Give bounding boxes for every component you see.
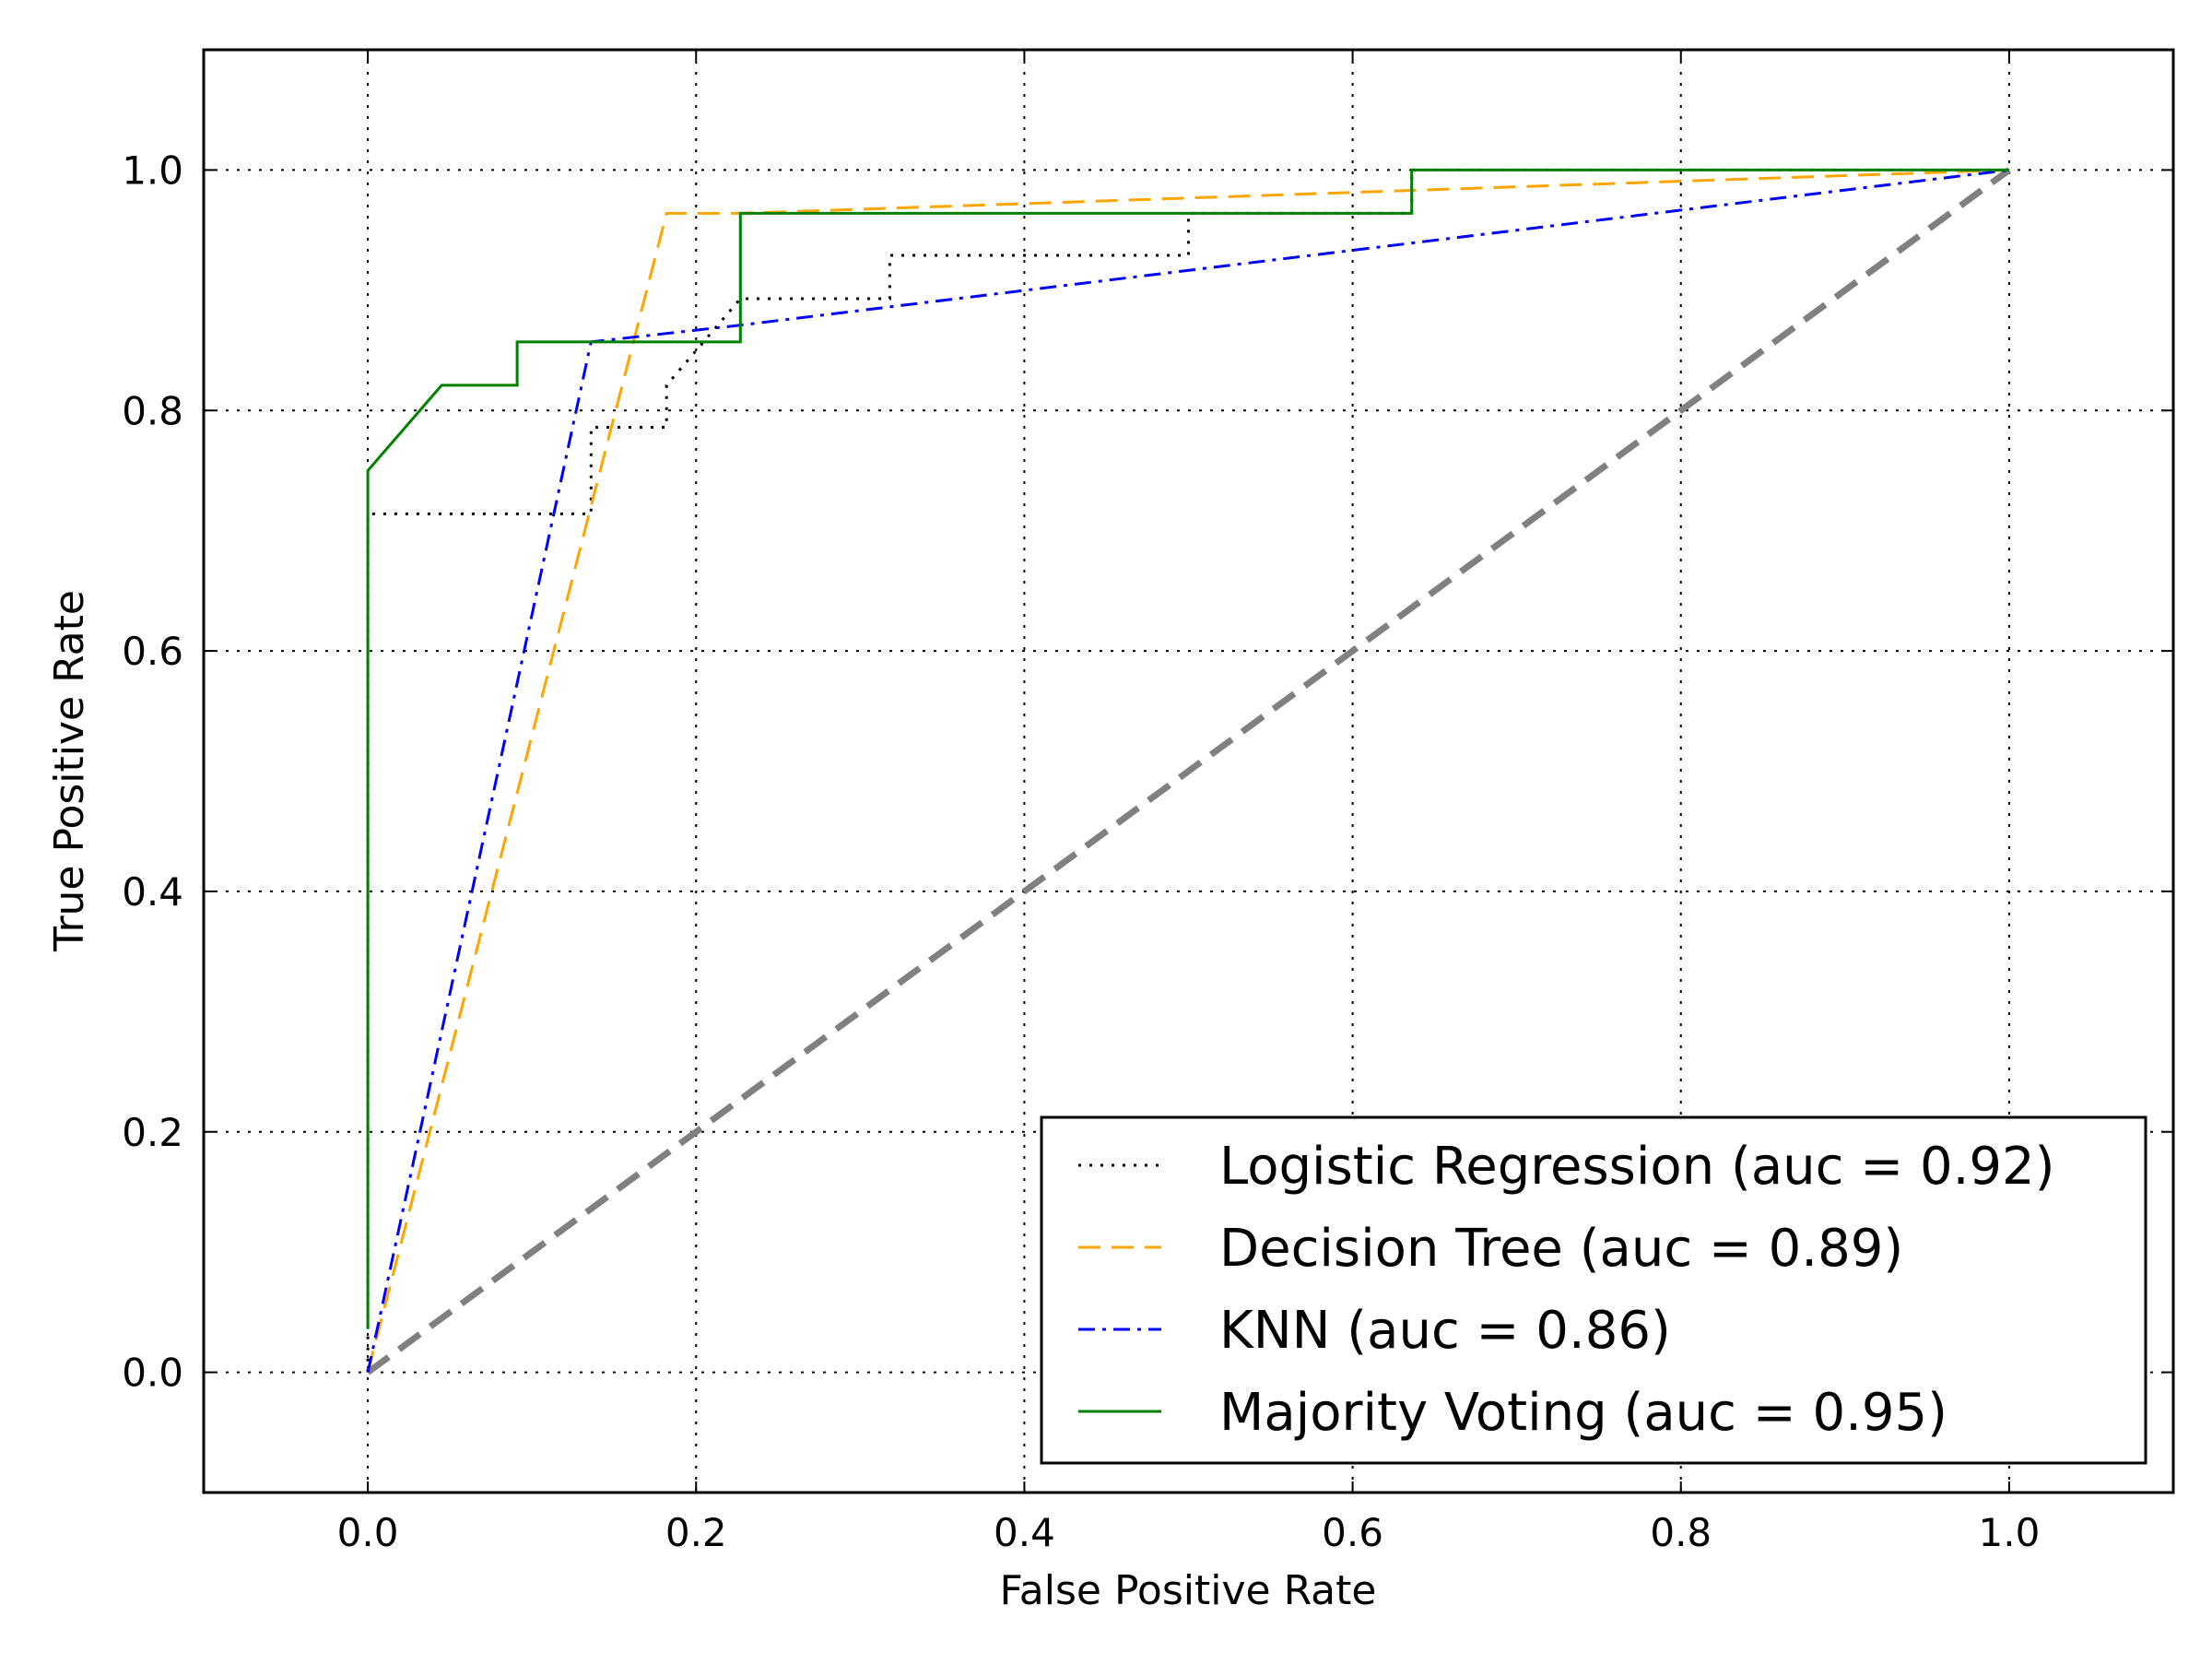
y-tick-label: 0.4 [122,869,183,915]
y-tick-label: 0.6 [122,629,183,674]
x-tick-label: 0.8 [1650,1510,1712,1555]
x-tick-label: 1.0 [1979,1510,2041,1555]
y-tick-label: 0.8 [122,388,183,433]
x-tick-label: 0.6 [1322,1510,1383,1555]
x-tick-label: 0.2 [665,1510,727,1555]
y-tick-label: 1.0 [122,148,183,193]
reference-diagonal-line [366,167,2011,1375]
legend-label-decision-tree: Decision Tree (auc = 0.89) [1219,1219,1903,1279]
legend: Logistic Regression (auc = 0.92) Decision… [1040,1115,2147,1465]
legend-label-majority-voting: Majority Voting (auc = 0.95) [1219,1383,1947,1443]
legend-label-knn: KNN (auc = 0.86) [1219,1301,1671,1361]
axis-ticks: 0.0 0.2 0.4 0.6 0.8 1.0 0.0 0.2 0.4 0.6 0.8 1.0 [122,50,2173,1555]
legend-entries: Logistic Regression (auc = 0.92) Decision… [1078,1137,2054,1443]
legend-label-logistic-regression: Logistic Regression (auc = 0.92) [1219,1137,2054,1197]
x-tick-label: 0.0 [337,1510,399,1555]
y-tick-label: 0.0 [122,1351,183,1396]
y-tick-label: 0.2 [122,1110,183,1155]
x-axis-label: False Positive Rate [1000,1567,1377,1614]
series-line-majority-voting [366,168,2009,1329]
series-line-knn [366,168,2010,1373]
legend-box [1040,1115,2147,1465]
plot-area [366,167,2011,1375]
axes-frame [202,48,2175,1494]
y-axis-label: True Positive Rate [46,590,93,952]
series-line-decision-tree [366,168,2009,1373]
x-tick-label: 0.4 [994,1510,1055,1555]
